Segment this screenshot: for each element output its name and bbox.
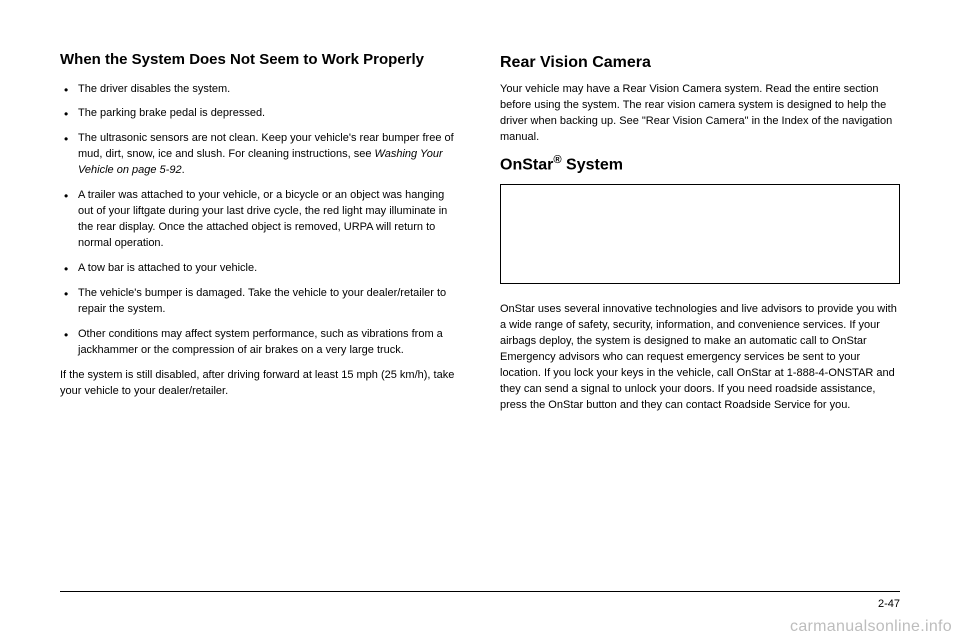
onstar-heading: OnStar® System [500, 154, 900, 174]
footer-rule [60, 591, 900, 592]
list-item: The driver disables the system. [60, 82, 460, 98]
onstar-heading-prefix: OnStar [500, 156, 553, 173]
left-heading: When the System Does Not Seem to Work Pr… [60, 50, 460, 70]
list-item: The vehicle's bumper is damaged. Take th… [60, 286, 460, 318]
bullet-text: The ultrasonic sensors are not clean. Ke… [78, 132, 454, 176]
right-column: Rear Vision Camera Your vehicle may have… [500, 50, 900, 422]
page-number: 2-47 [878, 598, 900, 610]
rear-vision-paragraph: Your vehicle may have a Rear Vision Came… [500, 82, 900, 146]
list-item: A tow bar is attached to your vehicle. [60, 261, 460, 277]
onstar-heading-suffix: System [562, 156, 623, 173]
bullet-list: The driver disables the system. The park… [60, 82, 460, 359]
list-item: The ultrasonic sensors are not clean. Ke… [60, 131, 460, 179]
rear-vision-heading: Rear Vision Camera [500, 54, 900, 72]
page-content: When the System Does Not Seem to Work Pr… [0, 0, 960, 442]
left-column: When the System Does Not Seem to Work Pr… [60, 50, 460, 422]
registered-icon: ® [553, 154, 561, 166]
list-item: Other conditions may affect system perfo… [60, 327, 460, 359]
closing-paragraph: If the system is still disabled, after d… [60, 368, 460, 400]
onstar-paragraph: OnStar uses several innovative technolog… [500, 302, 900, 414]
list-item: The parking brake pedal is depressed. [60, 106, 460, 122]
watermark: carmanualsonline.info [790, 618, 952, 636]
list-item: A trailer was attached to your vehicle, … [60, 188, 460, 252]
onstar-image-placeholder [500, 184, 900, 284]
